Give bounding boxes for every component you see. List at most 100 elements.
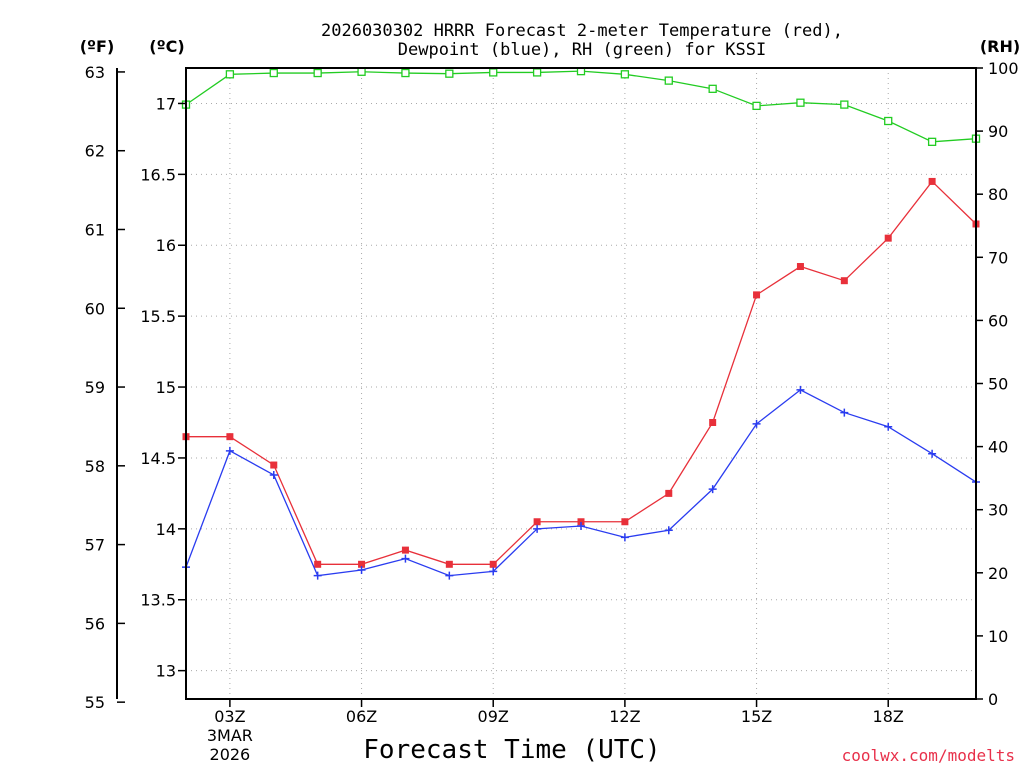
rh-point [840, 100, 849, 109]
plot-frame [185, 67, 977, 700]
celsius-tick-label: 16.5 [140, 165, 176, 184]
x-tick-date-label: 3MAR [207, 726, 253, 745]
fahrenheit-tick-label: 60 [85, 299, 105, 318]
dewpoint-point [489, 567, 498, 576]
celsius-tick-label: 14.5 [140, 449, 176, 468]
rh-point [313, 68, 322, 78]
dewpoint-series-line [185, 389, 977, 577]
dewpoint-point [928, 449, 937, 458]
axes: 13 13.5 14 14.5 15 15.5 16 16.5 17 55 56 57 58 59 60 61… [85, 59, 1019, 764]
temperature-point [358, 560, 366, 568]
celsius-tick-label: 17 [156, 94, 176, 113]
temperature-point [270, 461, 278, 469]
source-credit: coolwx.com/modelts [842, 746, 1015, 765]
fahrenheit-unit-label: (ºF) [80, 37, 115, 56]
temperature-point [401, 546, 409, 554]
dewpoint-point [620, 533, 629, 542]
celsius-tick-label: 13.5 [140, 591, 176, 610]
temperature-point [665, 489, 673, 497]
rh-point [357, 67, 366, 76]
fahrenheit-tick-label: 63 [85, 63, 105, 82]
x-tick-label: 12Z [609, 707, 640, 726]
fahrenheit-tick-label: 59 [85, 378, 105, 397]
temperature-point [533, 518, 541, 526]
temperature-point [621, 518, 629, 526]
temperature-point [840, 277, 848, 285]
rh-tick-label: 40 [988, 438, 1008, 457]
dewpoint-point [664, 526, 673, 535]
dewpoint-point [577, 522, 585, 531]
x-tick-label: 18Z [873, 707, 904, 726]
temperature-point [709, 418, 717, 426]
fahrenheit-tick-label: 62 [85, 142, 105, 161]
celsius-tick-label: 13 [156, 662, 176, 681]
rh-point [884, 116, 893, 126]
dewpoint-point [796, 385, 805, 394]
rh-tick-label: 30 [988, 501, 1008, 520]
chart-title-line-1: 2026030302 HRRR Forecast 2-meter Tempera… [321, 21, 843, 41]
rh-tick-label: 10 [988, 627, 1008, 646]
temperature-point [489, 560, 497, 568]
rh-point [532, 68, 542, 77]
series-layer [181, 67, 981, 580]
dewpoint-point [313, 571, 322, 580]
rh-point [401, 68, 410, 78]
rh-point [708, 84, 717, 93]
dewpoint-point [840, 408, 849, 417]
x-tick-label: 15Z [741, 707, 772, 726]
celsius-unit-label: (ºC) [149, 37, 184, 56]
fahrenheit-tick-label: 55 [85, 693, 105, 712]
temperature-point [796, 263, 804, 271]
rh-point [664, 76, 673, 85]
rh-point [796, 98, 805, 107]
fahrenheit-tick-label: 58 [85, 457, 105, 476]
celsius-tick-label: 16 [156, 236, 176, 255]
rh-tick-label: 100 [988, 59, 1019, 78]
temperature-point [753, 291, 761, 299]
temperature-point [445, 560, 453, 568]
rh-point [489, 68, 498, 77]
temperature-series-line [186, 180, 977, 565]
rh-tick-label: 50 [988, 375, 1008, 394]
rh-point [927, 137, 937, 146]
dewpoint-point [445, 571, 454, 580]
dewpoint-point [269, 470, 278, 479]
temperature-point [884, 234, 892, 242]
rh-series-line [185, 70, 977, 143]
rh-tick-label: 0 [988, 690, 998, 709]
rh-unit-label: (RH) [980, 37, 1020, 56]
fahrenheit-tick-label: 61 [85, 220, 105, 239]
rh-tick-label: 60 [988, 311, 1008, 330]
rh-point [445, 69, 454, 78]
x-tick-label: 06Z [346, 707, 377, 726]
dewpoint-point [884, 422, 893, 431]
x-axis-label: Forecast Time (UTC) [363, 735, 660, 765]
dewpoint-point [752, 419, 761, 428]
dewpoint-point [708, 485, 717, 494]
fahrenheit-tick-label: 57 [85, 536, 105, 555]
x-tick-year-label: 2026 [210, 745, 251, 764]
rh-point [752, 101, 761, 111]
dewpoint-point [225, 446, 234, 455]
chart-title-line-2: Dewpoint (blue), RH (green) for KSSI [398, 40, 766, 60]
dewpoint-point [357, 565, 366, 574]
dewpoint-point [533, 524, 542, 533]
dewpoint-point [401, 554, 410, 563]
rh-point [269, 68, 278, 78]
fahrenheit-tick-label: 56 [85, 614, 105, 633]
celsius-tick-label: 14 [156, 520, 176, 539]
x-tick-label: 09Z [478, 707, 509, 726]
rh-point [620, 70, 630, 79]
x-tick-label: 03Z [214, 707, 245, 726]
temperature-point [314, 560, 322, 568]
celsius-tick-label: 15 [156, 378, 176, 397]
rh-tick-label: 90 [988, 122, 1008, 141]
temperature-point [928, 177, 936, 185]
rh-tick-label: 70 [988, 248, 1008, 267]
temperature-point [226, 433, 234, 441]
grid-lines [186, 68, 976, 699]
rh-tick-label: 80 [988, 185, 1008, 204]
celsius-tick-label: 15.5 [140, 307, 176, 326]
rh-tick-label: 20 [988, 564, 1008, 583]
